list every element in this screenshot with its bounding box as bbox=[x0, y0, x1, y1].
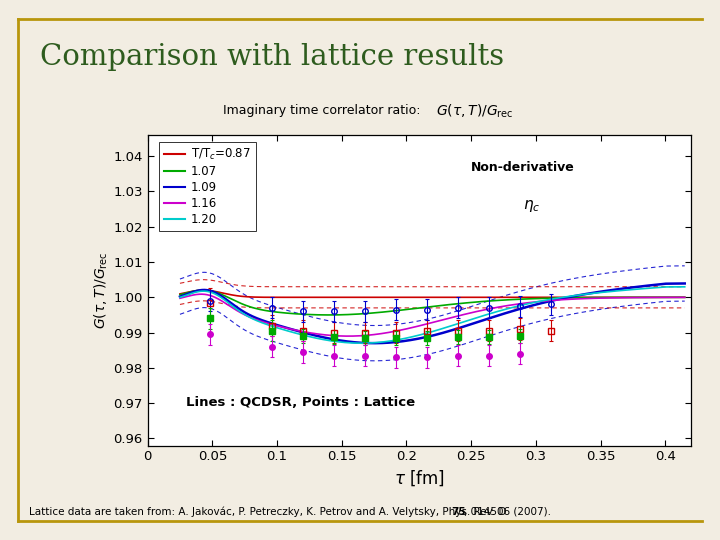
Text: 75: 75 bbox=[451, 507, 466, 517]
X-axis label: $\tau$ [fm]: $\tau$ [fm] bbox=[394, 469, 445, 489]
Text: Non-derivative: Non-derivative bbox=[471, 161, 575, 174]
Legend: T/T$_c$=0.87, 1.07, 1.09, 1.16, 1.20: T/T$_c$=0.87, 1.07, 1.09, 1.16, 1.20 bbox=[159, 143, 256, 231]
Text: Lines : QCDSR, Points : Lattice: Lines : QCDSR, Points : Lattice bbox=[186, 395, 415, 409]
Text: Comparison with lattice results: Comparison with lattice results bbox=[40, 43, 504, 71]
Text: Imaginary time correlator ratio:: Imaginary time correlator ratio: bbox=[223, 104, 428, 117]
Text: Lattice data are taken from: A. Jakovác, P. Petreczky, K. Petrov and A. Velytsky: Lattice data are taken from: A. Jakovác,… bbox=[29, 507, 510, 517]
Text: $G(\tau, T)/G_\mathrm{rec}$: $G(\tau, T)/G_\mathrm{rec}$ bbox=[436, 103, 513, 120]
Text: , 014506 (2007).: , 014506 (2007). bbox=[464, 507, 552, 517]
Text: $\eta_c$: $\eta_c$ bbox=[523, 198, 540, 214]
Y-axis label: $G(\tau,T)/G_\mathrm{rec}$: $G(\tau,T)/G_\mathrm{rec}$ bbox=[93, 252, 110, 329]
